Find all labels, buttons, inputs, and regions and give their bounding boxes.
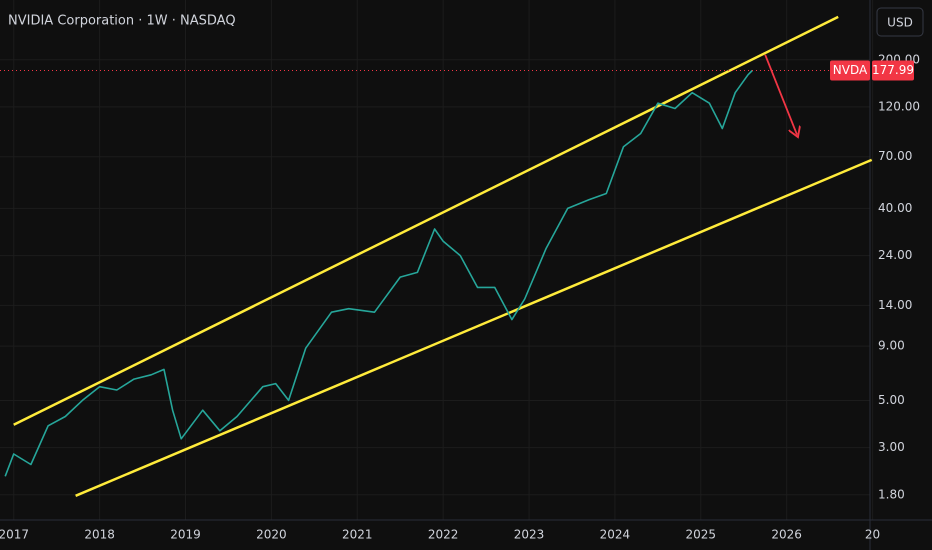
x-tick-label: 2018 [84, 528, 115, 542]
x-tick-label: 2021 [342, 528, 373, 542]
price-tag [872, 60, 914, 81]
y-tick-label: 24.00 [878, 248, 912, 262]
chart-title: NVIDIA Corporation · 1W · NASDAQ [8, 14, 236, 29]
x-tick-label: 2025 [686, 528, 717, 542]
price-label: 177.99 [872, 63, 914, 77]
symbol-tag [830, 60, 870, 81]
channel-line [13, 15, 839, 426]
symbol-label: NVDA [833, 63, 868, 77]
forecast-arrow [764, 54, 797, 135]
y-tick-label: 1.80 [878, 487, 905, 501]
x-tick-label: 2026 [771, 528, 802, 542]
x-tick-label: 2020 [256, 528, 287, 542]
price-line [4, 69, 753, 477]
currency-label: USD [887, 16, 913, 30]
x-tick-label: 2024 [600, 528, 631, 542]
x-tick-label: 2023 [514, 528, 545, 542]
x-tick-label: 2017 [0, 528, 29, 542]
x-tick-label: 2022 [428, 528, 459, 542]
y-tick-label: 5.00 [878, 393, 905, 407]
y-tick-label: 40.00 [878, 201, 912, 215]
y-tick-label: 70.00 [878, 149, 912, 163]
y-tick-label: 9.00 [878, 339, 905, 353]
currency-button[interactable] [876, 7, 924, 37]
channel-line [75, 158, 873, 497]
x-tick-label: 20 [865, 528, 880, 542]
y-tick-label: 3.00 [878, 440, 905, 454]
y-tick-label: 120.00 [878, 99, 920, 113]
y-tick-label: 14.00 [878, 298, 912, 312]
x-tick-label: 2019 [170, 528, 201, 542]
